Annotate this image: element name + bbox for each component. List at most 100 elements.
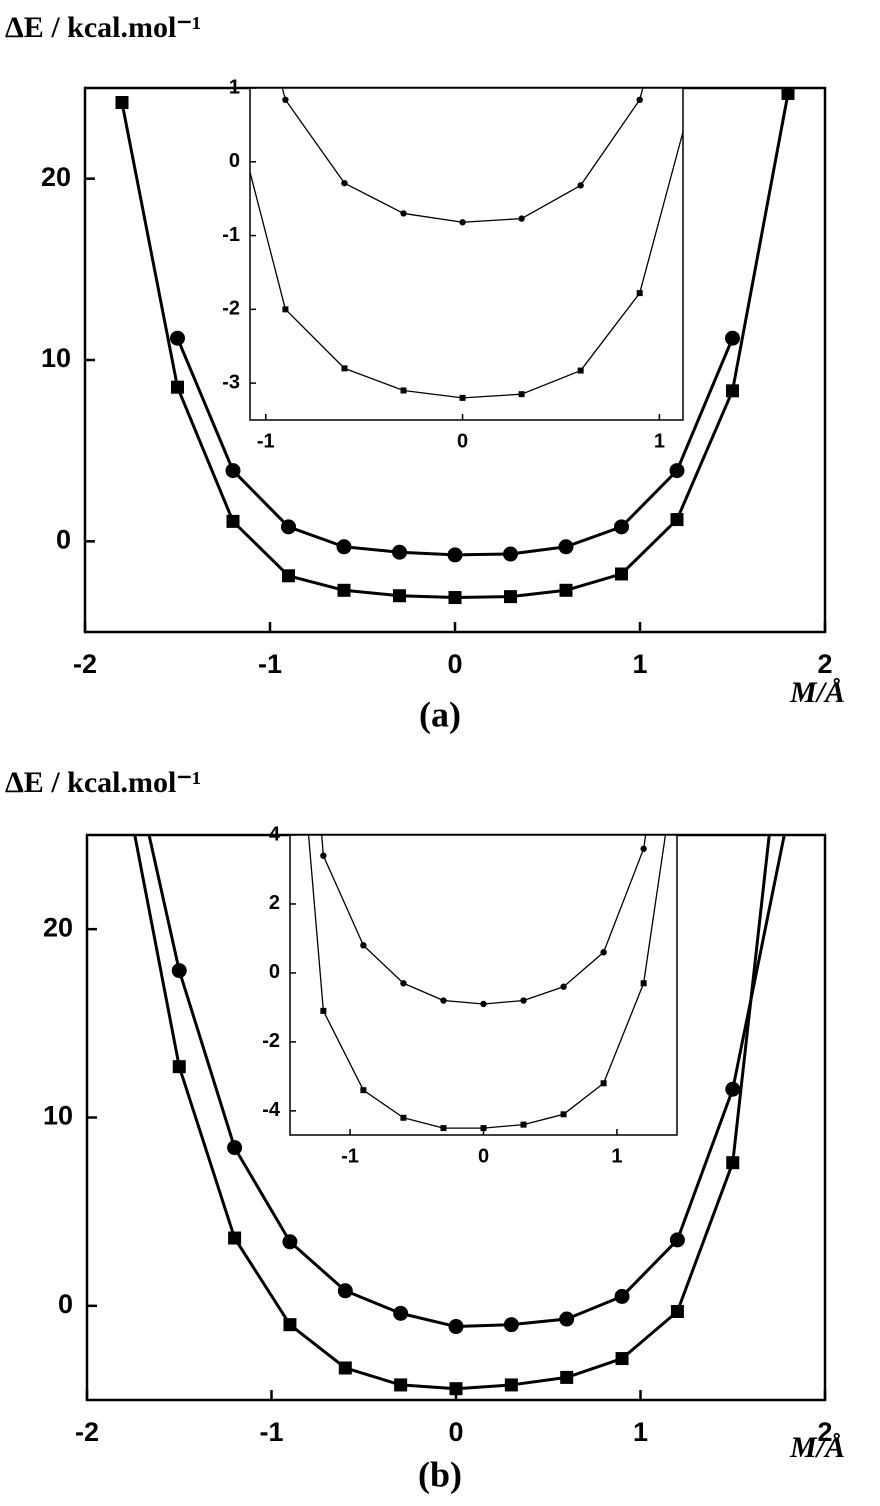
circle-marker bbox=[170, 330, 185, 346]
y-tick-label: -2 bbox=[222, 298, 240, 320]
square-marker bbox=[338, 1361, 352, 1375]
plot-area bbox=[290, 835, 677, 1135]
square-marker bbox=[518, 391, 525, 398]
y-tick-label: 20 bbox=[41, 162, 71, 192]
circle-marker bbox=[227, 1140, 243, 1156]
square-marker bbox=[615, 1352, 629, 1366]
square-marker bbox=[337, 583, 351, 597]
x-tick-label: 0 bbox=[478, 1145, 489, 1167]
x-tick-label: 1 bbox=[632, 649, 647, 679]
circle-marker bbox=[558, 539, 574, 555]
square-marker bbox=[341, 365, 348, 372]
y-tick-label: 1 bbox=[229, 76, 240, 98]
square-marker bbox=[560, 1370, 574, 1384]
panel-label: (b) bbox=[418, 1454, 462, 1494]
square-marker bbox=[577, 367, 584, 374]
x-tick-label: -1 bbox=[257, 430, 275, 452]
axes-frame bbox=[289, 834, 678, 1136]
square-marker bbox=[781, 88, 795, 100]
panel-label: (a) bbox=[419, 694, 461, 734]
circle-marker bbox=[600, 949, 607, 956]
circle-marker bbox=[577, 182, 584, 189]
square-marker bbox=[171, 380, 184, 394]
circle-marker bbox=[400, 980, 407, 987]
circle-marker bbox=[614, 1288, 630, 1304]
y-tick-label: 0 bbox=[229, 150, 240, 172]
x-tick-label: 1 bbox=[654, 430, 665, 452]
inset-chart: -1 0 1 -4 -2 0 2 4 bbox=[262, 708, 687, 1167]
plot-content bbox=[115, 88, 795, 605]
circle-marker bbox=[503, 1317, 519, 1333]
y-tick-label: 4 bbox=[269, 823, 281, 845]
square-marker bbox=[283, 1318, 297, 1332]
circle-marker bbox=[459, 219, 466, 226]
circle-marker bbox=[336, 539, 352, 555]
square-marker bbox=[696, 70, 702, 76]
circle-marker bbox=[281, 519, 296, 535]
x-tick-label: 2 bbox=[817, 649, 832, 679]
square-marker bbox=[615, 567, 628, 581]
circle-marker bbox=[480, 1000, 487, 1008]
circle-marker bbox=[448, 1319, 464, 1335]
circle-marker bbox=[225, 463, 241, 479]
circle-marker bbox=[520, 997, 527, 1004]
square-marker bbox=[360, 1087, 367, 1094]
square-marker bbox=[400, 1114, 407, 1121]
circle-marker bbox=[282, 1234, 298, 1250]
y-tick-label: 10 bbox=[41, 343, 71, 373]
y-tick-label: 0 bbox=[58, 1289, 73, 1319]
circle-marker bbox=[559, 1311, 575, 1327]
square-marker bbox=[459, 394, 466, 401]
circle-marker bbox=[392, 544, 407, 560]
x-tick-label: 0 bbox=[448, 1417, 463, 1447]
square-marker bbox=[782, 659, 795, 672]
circle-marker bbox=[518, 215, 525, 222]
circle-marker bbox=[560, 983, 567, 990]
square-marker bbox=[726, 1156, 740, 1170]
circle-marker bbox=[640, 845, 647, 852]
circle-marker bbox=[341, 179, 348, 187]
x-tick-label: 1 bbox=[633, 1417, 648, 1447]
square-marker bbox=[670, 1304, 684, 1318]
square-marker bbox=[115, 96, 129, 110]
square-marker bbox=[726, 384, 739, 398]
square-marker bbox=[504, 1378, 518, 1392]
x-tick-label: -1 bbox=[341, 1145, 359, 1167]
circle-marker bbox=[725, 330, 740, 346]
square-marker bbox=[282, 306, 289, 313]
square-marker bbox=[320, 1007, 327, 1014]
circle-marker bbox=[282, 96, 289, 104]
circle-marker bbox=[503, 546, 518, 562]
circle-marker bbox=[669, 463, 685, 479]
circle-marker bbox=[447, 547, 463, 563]
y-tick-label: 0 bbox=[56, 524, 71, 554]
square-marker bbox=[560, 1111, 567, 1118]
x-tick-label: -1 bbox=[258, 649, 282, 679]
square-marker bbox=[393, 589, 406, 603]
circle-marker bbox=[116, 715, 131, 730]
x-axis-label: M/Å bbox=[789, 676, 845, 709]
square-marker bbox=[480, 1125, 487, 1132]
square-marker bbox=[449, 1382, 463, 1396]
inset-chart: -1 0 1 -3 -2 -1 0 1 bbox=[222, 70, 702, 452]
circle-marker bbox=[440, 997, 447, 1004]
circle-marker bbox=[360, 942, 367, 949]
square-marker bbox=[282, 569, 295, 583]
y-tick-label: -3 bbox=[222, 371, 240, 393]
plot-content bbox=[250, 70, 702, 401]
axes-frame bbox=[249, 87, 684, 421]
circle-marker bbox=[337, 1283, 353, 1299]
y-tick-label: 2 bbox=[269, 892, 280, 914]
y-tick-label: 20 bbox=[43, 912, 73, 942]
square-marker bbox=[228, 1231, 242, 1245]
square-marker bbox=[504, 590, 517, 604]
y-axis-label: ΔE / kcal.mol⁻¹ bbox=[5, 766, 201, 799]
y-tick-label: -2 bbox=[262, 1030, 280, 1052]
x-tick-label: 0 bbox=[457, 430, 468, 452]
y-tick-label: 10 bbox=[43, 1101, 73, 1131]
x-tick-label: -2 bbox=[73, 649, 97, 679]
square-marker bbox=[681, 708, 687, 714]
square-marker bbox=[520, 1121, 527, 1128]
y-tick-label: -1 bbox=[222, 224, 240, 246]
